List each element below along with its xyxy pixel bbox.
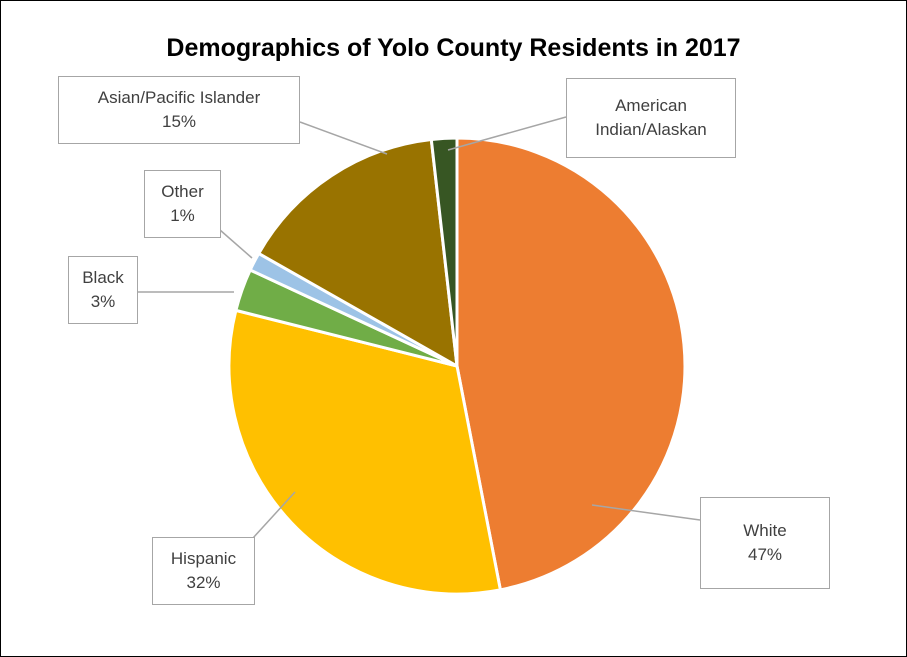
label-black-pct: 3% [90,292,116,311]
label-white-name: White [743,521,787,540]
label-hispanic-name: Hispanic [170,549,237,568]
label-american-indian-line1: American [615,96,687,115]
leader-lines [137,116,701,539]
pie-slices [227,136,687,596]
label-american-indian: American Indian/Alaskan [566,78,736,158]
label-hispanic-pct: 32% [186,573,221,592]
label-american-indian-line2: Indian/Alaskan [595,120,707,139]
label-other-name: Other [161,182,204,201]
label-black: Black 3% [68,256,138,324]
pie-slice-white [455,136,687,592]
label-asian-name: Asian/Pacific Islander [97,88,261,107]
label-asian-pct: 15% [161,112,197,131]
label-hispanic: Hispanic 32% [152,537,255,605]
label-white: White 47% [700,497,830,589]
label-other-pct: 1% [170,206,195,225]
pie-slice-hispanic [227,308,502,596]
leader-line-other [219,229,253,259]
label-black-name: Black [82,268,124,287]
leader-line-white [591,504,701,521]
leader-line-american-indian [447,116,567,151]
label-white-pct: 47% [747,545,783,564]
leader-line-asian [299,121,388,155]
label-other: Other 1% [144,170,221,238]
leader-line-hispanic [252,491,296,539]
label-asian: Asian/Pacific Islander 15% [58,76,300,144]
chart-title: Demographics of Yolo County Residents in… [166,34,741,62]
pie-slice-asian-pacific-islander [257,137,459,368]
pie-slice-american-indian-alaskan [429,136,459,368]
